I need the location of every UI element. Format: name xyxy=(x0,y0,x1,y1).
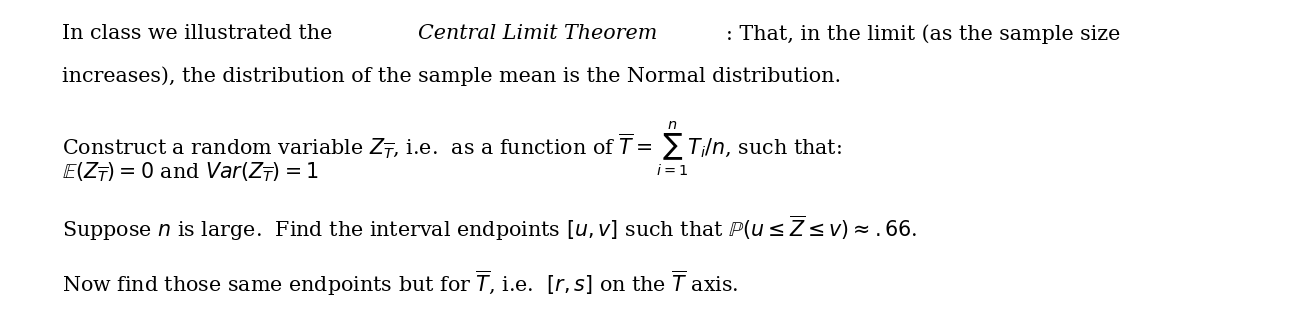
Text: In class we illustrated the: In class we illustrated the xyxy=(62,24,339,43)
Text: Central Limit Theorem: Central Limit Theorem xyxy=(419,24,658,43)
Text: increases), the distribution of the sample mean is the Normal distribution.: increases), the distribution of the samp… xyxy=(62,66,841,86)
Text: Now find those same endpoints but for $\overline{T}$, i.e.  $[r, s]$ on the $\ov: Now find those same endpoints but for $\… xyxy=(62,269,739,298)
Text: : That, in the limit (as the sample size: : That, in the limit (as the sample size xyxy=(726,24,1120,44)
Text: Suppose $n$ is large.  Find the interval endpoints $[u, v]$ such that $\mathbb{P: Suppose $n$ is large. Find the interval … xyxy=(62,214,917,243)
Text: $\mathbb{E}(Z_{\overline{T}}) = 0$ and $Var(Z_{\overline{T}}) = 1$: $\mathbb{E}(Z_{\overline{T}}) = 0$ and $… xyxy=(62,160,319,184)
Text: Construct a random variable $Z_{\overline{T}}$, i.e.  as a function of $\overlin: Construct a random variable $Z_{\overlin… xyxy=(62,120,842,178)
